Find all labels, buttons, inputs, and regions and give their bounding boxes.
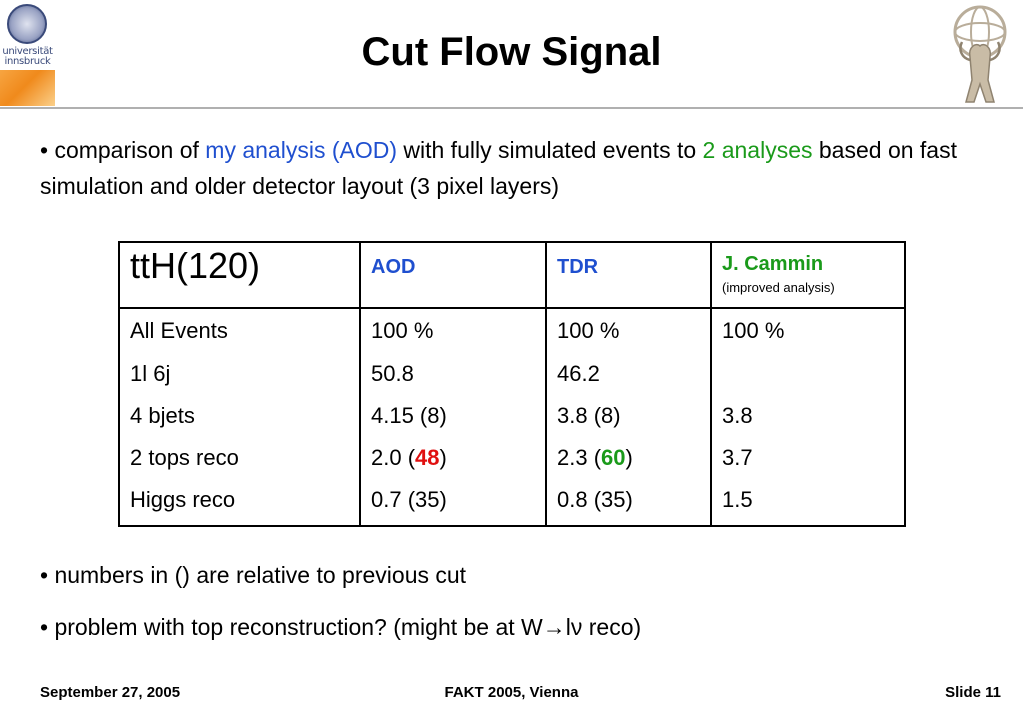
header-divider	[0, 107, 1023, 109]
header-cammin-label: J. Cammin	[722, 253, 824, 275]
tdr-value: 0.8 (35)	[545, 479, 711, 526]
footer-date: September 27, 2005	[40, 684, 181, 701]
header-cammin: J. Cammin (improved analysis)	[710, 242, 905, 309]
highlight-2-analyses: 2 analyses	[702, 137, 813, 163]
tdr-value-text: )	[625, 445, 633, 470]
aod-highlight: 48	[415, 445, 440, 470]
university-logo-text: universität innsbruck	[2, 46, 53, 67]
table-row: 2 tops reco 2.0 (48) 2.3 (60) 3.7	[119, 437, 905, 479]
table-row: 4 bjets 4.15 (8) 3.8 (8) 3.8	[119, 395, 905, 437]
header-cammin-sub: (improved analysis)	[722, 280, 835, 295]
bullet-text: with fully simulated events to	[397, 137, 703, 163]
cammin-value: 3.7	[710, 437, 905, 479]
highlight-my-analysis: my analysis (AOD)	[205, 137, 397, 163]
footer-event: FAKT 2005, Vienna	[444, 684, 579, 701]
cut-name: 1l 6j	[130, 361, 171, 386]
cammin-value	[710, 353, 905, 395]
tdr-value: 46.2	[545, 353, 711, 395]
slide-footer: September 27, 2005 FAKT 2005, Vienna Sli…	[0, 676, 1023, 708]
header-tdr: TDR	[545, 242, 711, 309]
cut-name: All Events	[130, 318, 228, 343]
header-tdr-label: TDR	[557, 256, 599, 278]
header-process: ttH(120)	[119, 242, 360, 309]
header-aod-label: AOD	[371, 256, 416, 278]
bullet-text: based on fast simulation and older detec…	[40, 137, 957, 199]
cammin-value: 3.8	[710, 395, 905, 437]
tdr-value: 100 %	[545, 308, 711, 353]
table-header-row: ttH(120) AOD TDR J. Cammin (improved ana…	[119, 242, 905, 309]
bullet-relative-numbers: • numbers in () are relative to previous…	[40, 562, 467, 588]
footer-slide-number: Slide 11	[945, 684, 1001, 701]
table-row: Higgs reco 0.7 (35) 0.8 (35) 1.5	[119, 479, 905, 526]
bullet-text: • comparison of	[40, 137, 206, 163]
aod-value: 4.15 (8)	[359, 395, 546, 437]
atlas-logo-icon	[953, 5, 1007, 103]
cut-name: Higgs reco	[130, 487, 236, 512]
bullet-top-reconstruction: • problem with top reconstruction? (migh…	[40, 614, 642, 640]
cut-flow-table: ttH(120) AOD TDR J. Cammin (improved ana…	[118, 241, 906, 527]
table-row: 1l 6j 50.8 46.2	[119, 353, 905, 395]
cammin-value: 1.5	[710, 479, 905, 526]
aod-value-text: 2.0 (	[371, 445, 416, 470]
aod-value: 2.0 (48)	[359, 437, 546, 479]
logo-orange-band	[0, 70, 55, 106]
table-row: All Events 100 % 100 % 100 %	[119, 308, 905, 353]
tdr-highlight: 60	[601, 445, 626, 470]
slide-title: Cut Flow Signal	[361, 30, 662, 74]
cammin-value: 100 %	[710, 308, 905, 353]
tdr-value-text: 2.3 (	[557, 445, 602, 470]
tdr-value: 2.3 (60)	[545, 437, 711, 479]
bullet-comparison: • comparison of my analysis (AOD) with f…	[40, 132, 1010, 204]
aod-value: 50.8	[359, 353, 546, 395]
header-aod: AOD	[359, 242, 546, 309]
aod-value: 100 %	[359, 308, 546, 353]
university-logo: universität innsbruck	[0, 0, 55, 106]
cut-name: 2 tops reco	[130, 445, 239, 470]
aod-value-text: )	[439, 445, 447, 470]
university-seal-icon	[7, 4, 47, 44]
cut-name: 4 bjets	[130, 403, 195, 428]
tdr-value: 3.8 (8)	[545, 395, 711, 437]
aod-value: 0.7 (35)	[359, 479, 546, 526]
